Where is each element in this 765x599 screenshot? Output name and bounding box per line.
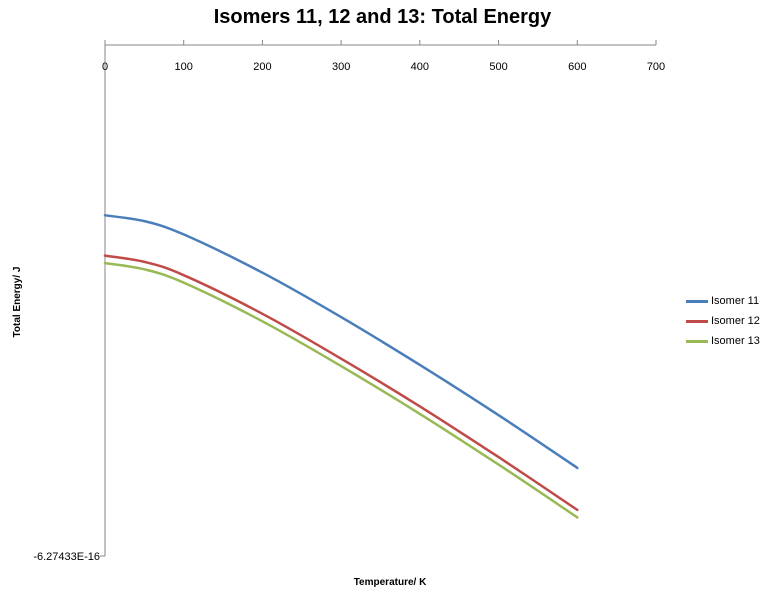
y-tick-label: -6.27433E-16 — [33, 551, 100, 563]
chart-title: Isomers 11, 12 and 13: Total Energy — [213, 6, 552, 28]
x-tick-label: 700 — [647, 61, 665, 73]
x-tick-label: 200 — [253, 61, 271, 73]
legend-item: Isomer 12 — [686, 311, 760, 331]
legend-label: Isomer 12 — [711, 315, 760, 327]
legend-swatch — [686, 339, 708, 343]
series-line-2 — [103, 254, 579, 512]
x-tick-label: 600 — [568, 61, 586, 73]
series-lines — [103, 214, 579, 519]
x-tick-label: 400 — [411, 61, 429, 73]
x-tick-label: 100 — [175, 61, 193, 73]
x-tick-label: 0 — [102, 61, 108, 73]
legend-swatch — [686, 299, 708, 303]
legend-item: Isomer 13 — [686, 331, 760, 351]
legend-item: Isomer 11 — [686, 291, 760, 311]
legend-label: Isomer 13 — [711, 335, 760, 347]
series-line-3 — [103, 261, 579, 519]
legend-label: Isomer 11 — [711, 295, 760, 307]
x-tick-label: 300 — [332, 61, 350, 73]
x-tick-label: 500 — [489, 61, 507, 73]
series-line-1 — [103, 214, 579, 470]
legend: Isomer 11 Isomer 12 Isomer 13 — [686, 291, 760, 351]
y-axis-title: Total Energy/ J — [12, 267, 23, 338]
axes: 0 100 200 300 400 500 600 700 -6.27433E-16 Temper… — [12, 40, 665, 588]
legend-swatch — [686, 319, 708, 323]
x-axis-title: Temperature/ K — [354, 577, 427, 588]
